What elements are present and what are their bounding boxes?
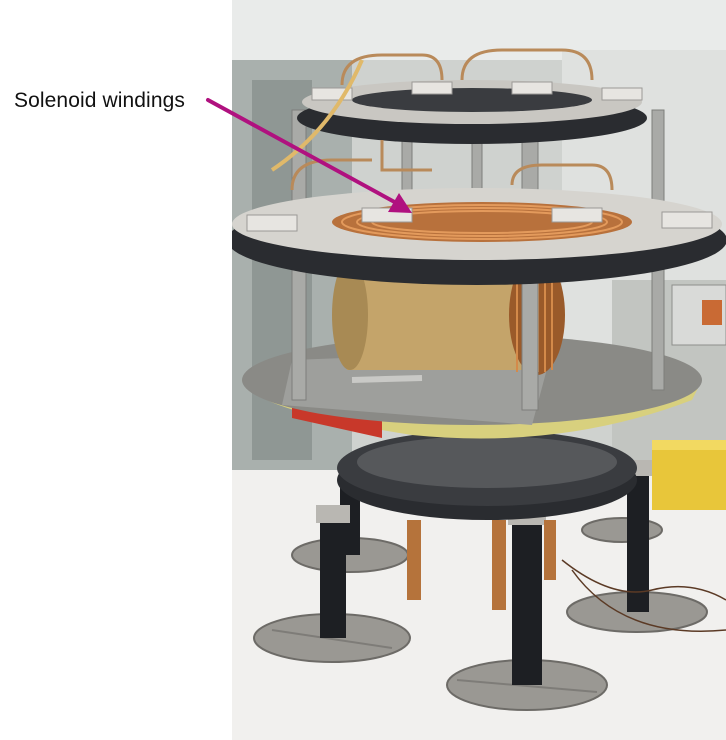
solenoid-windings-label: Solenoid windings (14, 89, 185, 112)
solenoid-apparatus-photo (232, 0, 726, 740)
